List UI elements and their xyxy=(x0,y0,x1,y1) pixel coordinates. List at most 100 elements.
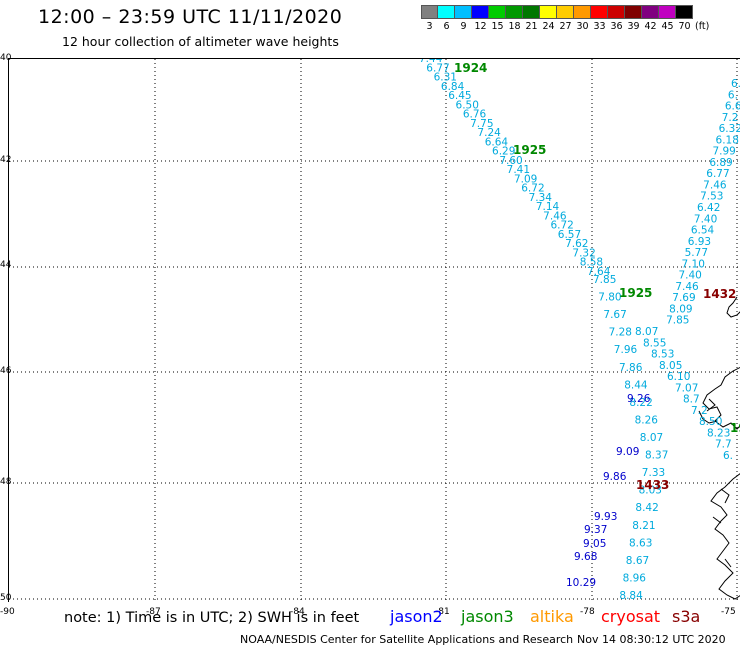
satellite-tracks: 7.446.776.316.846.456.506.767.757.246.64… xyxy=(419,53,740,602)
swh-reading: 9.37 xyxy=(584,524,607,536)
swh-reading: 7.60 xyxy=(499,155,522,167)
pass-labels: 1924 1925 1925 1432 1433 19 xyxy=(454,61,740,492)
track-1924: 7.446.776.316.846.456.506.767.757.246.64… xyxy=(419,53,668,602)
legend-swatch xyxy=(455,5,472,19)
swh-reading: 8.42 xyxy=(635,502,658,514)
map-panel: 7.44 6.77 6.31 6.84 6.45 6.50 6.76 7.75 7.24 6.64… xyxy=(8,53,740,603)
swh-reading: 7.10 xyxy=(682,258,705,270)
timestamp: Nov 14 08:30:12 UTC 2020 xyxy=(577,633,726,646)
page-title: 12:00 – 23:59 UTC 11/11/2020 xyxy=(38,6,343,28)
legend-tick-label: 45 xyxy=(661,21,674,32)
legend-swatches xyxy=(421,5,709,19)
legend-tick-label: 70 xyxy=(678,21,691,32)
mission-label: jason3 xyxy=(461,607,514,626)
legend-swatch xyxy=(540,5,557,19)
swh-reading: 7.34 xyxy=(529,192,553,204)
swh-reading: 7.09 xyxy=(514,173,537,185)
swh-reading: 7.75 xyxy=(470,118,493,130)
latitude-label: 46 xyxy=(0,366,12,376)
legend-swatch xyxy=(438,5,455,19)
swh-reading: 8.53 xyxy=(651,349,674,361)
legend-tick-label: 24 xyxy=(542,21,555,32)
longitude-label: -90 xyxy=(0,607,15,617)
swh-reading: 6.42 xyxy=(697,202,720,214)
legend-swatch xyxy=(472,5,489,19)
latitude-label: 44 xyxy=(0,260,12,270)
pass-number-label: 1925 xyxy=(619,286,652,300)
legend-tick-label: 27 xyxy=(559,21,572,32)
swh-reading: 6.57 xyxy=(558,229,581,241)
longitude-label: -78 xyxy=(580,607,595,617)
swh-reading: 6. xyxy=(728,89,738,101)
swh-reading: 7.80 xyxy=(598,292,621,304)
longitude-label: -75 xyxy=(721,607,736,617)
legend-swatch xyxy=(591,5,608,19)
legend-swatch xyxy=(506,5,523,19)
pass-number-label: 1925 xyxy=(513,143,546,157)
legend-tick-label: 33 xyxy=(593,21,606,32)
swh-reading: 6.77 xyxy=(706,168,729,180)
swh-reading: 9.26 xyxy=(627,393,651,405)
swh-reading: 7.7 xyxy=(715,439,732,451)
swh-reading: 8.26 xyxy=(635,414,659,426)
pass-number-label: 1924 xyxy=(454,61,487,75)
swh-reading: 6.54 xyxy=(691,225,715,237)
legend-swatch xyxy=(574,5,591,19)
coastline xyxy=(698,296,740,600)
swh-reading: 9.86 xyxy=(603,471,627,483)
swh-reading: 7.64 xyxy=(587,266,611,278)
swh-reading: 7.24 xyxy=(477,127,501,139)
swh-reading: 8.07 xyxy=(640,432,663,444)
legend-swatch xyxy=(557,5,574,19)
swh-reading: 7.33 xyxy=(642,467,665,479)
swh-reading: 7.40 xyxy=(678,270,701,282)
legend-tick-label: 3 xyxy=(426,21,433,32)
legend-ticks: 3 6 9 12 15 18 21 24 27 30 33 36 39 42 45 70 (ft) xyxy=(421,21,709,32)
swh-reading: 6.50 xyxy=(456,99,479,111)
swh-reading: 7.69 xyxy=(672,292,695,304)
swh-reading: 7.67 xyxy=(603,309,626,321)
swh-reading: 6.10 xyxy=(667,371,690,383)
swh-reading: 8.22 xyxy=(629,397,652,409)
page-subtitle: 12 hour collection of altimeter wave hei… xyxy=(62,34,339,49)
swh-reading: 8.55 xyxy=(643,337,666,349)
legend-tick-label: 30 xyxy=(576,21,589,32)
swh-reading: 7.99 xyxy=(712,146,735,158)
legend-tick-label: 21 xyxy=(525,21,538,32)
swh-reading: 6.84 xyxy=(441,81,465,93)
swh-reading: 8.07 xyxy=(635,326,658,338)
longitude-label: -87 xyxy=(146,607,161,617)
legend-swatch xyxy=(676,5,693,19)
swh-reading: 8.21 xyxy=(632,520,655,532)
swh-reading: 7.2 xyxy=(722,112,739,124)
mission-label: altika xyxy=(530,607,574,626)
swh-reading: 8.05 xyxy=(659,360,682,372)
swh-reading: 7.28 xyxy=(609,327,632,339)
swh-reading: 6.64 xyxy=(485,136,509,148)
swh-reading: 7.53 xyxy=(700,191,723,203)
legend-tick-label: 9 xyxy=(460,21,467,32)
mission-label: jason2 xyxy=(390,607,443,626)
swh-reading: 8.58 xyxy=(580,257,603,269)
swh-reading: 7.46 xyxy=(703,179,727,191)
gridlines xyxy=(9,59,740,603)
coastline-north xyxy=(726,296,740,318)
swh-reading: 7.46 xyxy=(543,210,567,222)
pass-number-label: 1433 xyxy=(636,478,669,492)
swh-reading: 6.6 xyxy=(725,101,740,113)
latitude-label: 42 xyxy=(0,155,12,165)
latitude-label: 40 xyxy=(0,53,12,63)
legend-tick-label: 12 xyxy=(474,21,487,32)
legend-tick-label: 42 xyxy=(644,21,657,32)
swh-reading: 8.50 xyxy=(699,416,722,428)
latitude-label: 48 xyxy=(0,477,12,487)
swh-reading: 8.09 xyxy=(669,303,692,315)
swh-reading: 9.05 xyxy=(583,538,606,550)
track-east: 6.6.6.67.26.326.187.996.896.777.467.536.… xyxy=(635,78,740,462)
swh-reading: 6.32 xyxy=(719,123,740,135)
mission-label: s3a xyxy=(672,607,701,626)
swh-reading: 8.03 xyxy=(639,485,662,497)
swh-reading: 8.96 xyxy=(623,572,647,584)
swh-reading: 7.07 xyxy=(675,382,698,394)
